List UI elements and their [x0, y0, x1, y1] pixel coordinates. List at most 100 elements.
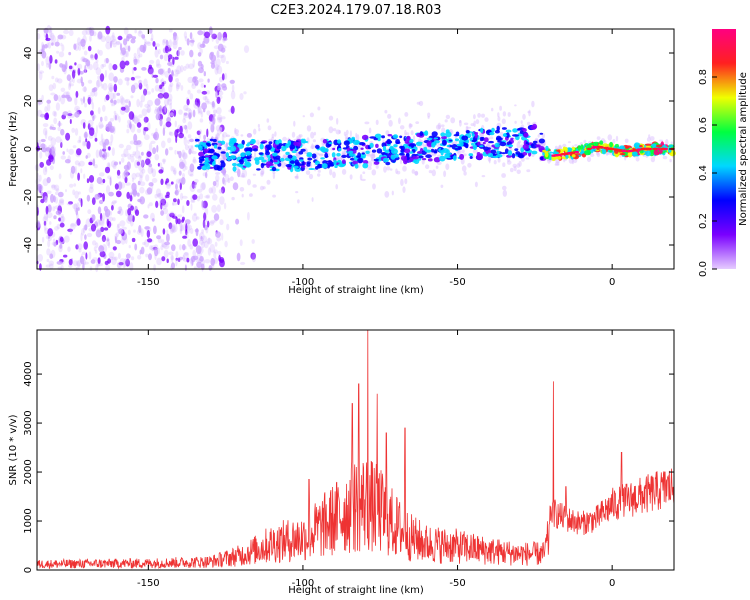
spectrogram-cell: [214, 241, 218, 247]
spectrogram-cell: [114, 114, 117, 121]
spectrogram-cell: [496, 150, 500, 155]
spectrogram-cell: [580, 149, 585, 155]
spectrogram-cell: [251, 239, 255, 244]
spectrogram-cell: [402, 165, 407, 172]
spectrogram-cell: [302, 115, 305, 118]
spectrogram-cell: [102, 104, 106, 112]
spectrogram-cell: [153, 131, 159, 141]
spectrogram-cell: [215, 179, 219, 188]
spectrogram-cell: [563, 148, 568, 151]
spectrogram-cell: [190, 199, 196, 204]
spectrogram-cell: [177, 214, 183, 218]
spectrogram-cell: [272, 172, 276, 179]
spectrogram-cell: [156, 257, 162, 266]
spectrogram-cell: [55, 188, 60, 192]
spectrogram-cell: [118, 208, 124, 216]
spectrogram-cell: [231, 196, 235, 201]
spectrogram-cell: [80, 76, 83, 84]
spectrogram-cell: [49, 263, 54, 270]
spectrogram-cell: [35, 177, 40, 186]
spectrogram-cell: [41, 236, 45, 243]
spectrogram-cell: [69, 83, 74, 87]
spectrogram-cell: [267, 147, 271, 151]
spectrogram-cell: [107, 121, 113, 129]
spectrogram-cell: [204, 158, 209, 164]
spectrogram-cell: [271, 136, 274, 144]
spectrogram-cell: [86, 152, 91, 159]
spectrogram-cell: [224, 240, 228, 248]
spectrogram-cell: [116, 92, 121, 96]
spectrogram-cell: [105, 57, 109, 64]
spectrogram-cell: [42, 123, 49, 128]
spectrogram-cell: [227, 156, 231, 161]
spectrogram-cell: [181, 195, 188, 199]
spectrogram-cell: [201, 102, 208, 110]
spectrogram-cell: [112, 43, 117, 48]
spectrogram-cell: [215, 174, 220, 183]
spectrogram-cell: [252, 148, 258, 152]
spectrogram-cell: [60, 142, 63, 148]
spectrogram-cell: [200, 235, 203, 240]
spectrogram-cell: [76, 212, 79, 221]
spectrogram-cell: [51, 42, 54, 46]
spectrogram-cell: [179, 161, 185, 169]
spectrogram-cell: [49, 32, 55, 41]
spectrogram-cell: [260, 172, 264, 177]
spectrogram-cell: [211, 33, 217, 40]
spectrogram-cell: [89, 183, 94, 190]
spectrogram-cell: [108, 251, 115, 258]
spectrogram-cell: [229, 151, 233, 154]
spectrogram-cell: [44, 106, 48, 113]
spectrogram-cell: [199, 193, 204, 200]
spectrogram-cell: [99, 149, 103, 158]
spectrogram-cell: [85, 138, 88, 143]
spectrogram-cell: [612, 138, 616, 144]
spectrogram-cell: [259, 185, 264, 191]
spectrogram-cell: [212, 116, 216, 125]
spectrogram-cell: [204, 155, 211, 158]
spectrogram-cell: [57, 191, 64, 198]
spectrogram-cell: [287, 140, 292, 146]
spectrogram-cell: [197, 247, 204, 254]
spectrogram-cell: [247, 211, 250, 221]
spectrogram-cell: [127, 153, 132, 160]
colorbar: 0.00.20.40.60.8 Normalized spectral ampl…: [698, 29, 749, 277]
spectrogram-cell: [337, 160, 342, 163]
spectrogram-cell: [90, 90, 96, 97]
spectrogram-cell: [42, 127, 48, 136]
spectrogram-cell: [215, 231, 221, 238]
spectrogram-cell: [55, 102, 61, 111]
spectrogram-cell: [74, 221, 78, 227]
spectrogram-cell: [163, 54, 169, 62]
spectrogram-cell: [370, 153, 376, 160]
spectrogram-cell: [470, 123, 475, 127]
spectrogram-cell: [175, 78, 180, 83]
spectrogram-cell: [210, 257, 215, 266]
spectrogram-cell: [212, 180, 217, 187]
spectrogram-cell: [258, 152, 264, 155]
spectrogram-cell: [287, 154, 293, 159]
spectrogram-cell: [165, 182, 172, 187]
spectrogram-cell: [126, 80, 130, 86]
spectrogram-cell: [494, 129, 500, 134]
spectrogram-cell: [77, 207, 80, 211]
spectrogram-cell: [219, 196, 225, 205]
spectrogram-cell: [181, 216, 185, 221]
spectrogram-cell: [300, 148, 306, 152]
spectrogram-cell: [513, 165, 517, 172]
spectrogram-cell: [82, 122, 86, 129]
spectrogram-cell: [136, 47, 141, 56]
spectrogram-cell: [66, 202, 73, 206]
spectrogram-cell: [427, 116, 430, 119]
spectrogram-cell: [185, 166, 188, 170]
spectrogram-cell: [324, 152, 329, 159]
spectrogram-cell: [172, 166, 175, 173]
spectrogram-cell: [328, 142, 333, 145]
spectrogram-cell: [108, 72, 115, 82]
spectrogram-cell: [171, 69, 174, 77]
x-tick-label: -150: [137, 277, 160, 288]
spectrogram-cell: [97, 257, 101, 265]
spectrogram-cell: [148, 253, 152, 261]
spectrogram-cell: [187, 76, 194, 84]
spectrogram-cell: [441, 127, 446, 134]
